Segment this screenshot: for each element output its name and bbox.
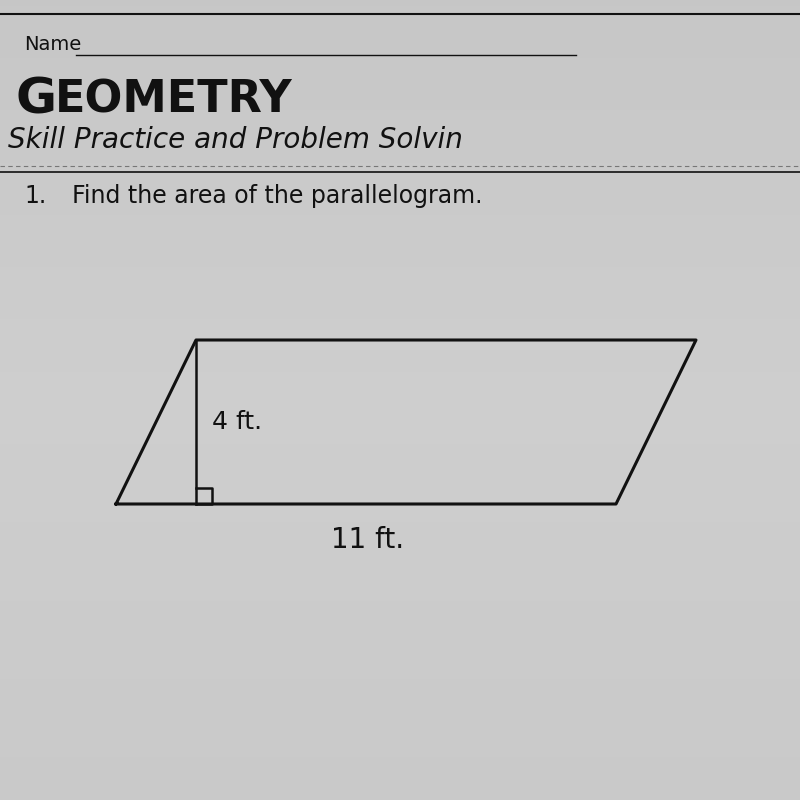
Text: EOMETRY: EOMETRY — [54, 78, 292, 122]
Text: 11 ft.: 11 ft. — [331, 526, 405, 554]
Text: G: G — [16, 76, 57, 124]
Text: 1.: 1. — [24, 184, 46, 208]
Text: Name: Name — [24, 34, 82, 54]
Text: 4 ft.: 4 ft. — [212, 410, 262, 434]
Text: Find the area of the parallelogram.: Find the area of the parallelogram. — [72, 184, 482, 208]
Text: Skill Practice and Problem Solvin: Skill Practice and Problem Solvin — [8, 126, 463, 154]
